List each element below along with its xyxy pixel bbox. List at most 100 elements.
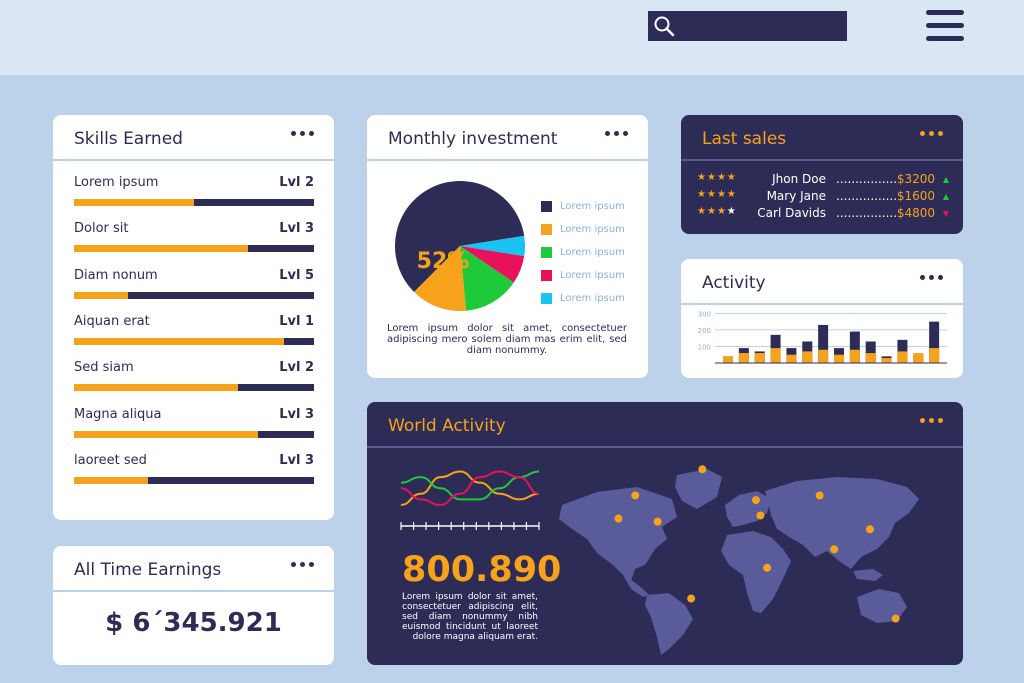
map-marker[interactable] bbox=[756, 511, 765, 520]
skill-progress-track bbox=[74, 245, 314, 253]
map-marker[interactable] bbox=[614, 514, 623, 523]
bar-series-2 bbox=[786, 354, 797, 363]
australia-shape bbox=[857, 589, 907, 623]
sale-name: Carl Davids bbox=[757, 206, 826, 220]
search-icon[interactable] bbox=[653, 15, 675, 37]
star-icon: ★ bbox=[697, 206, 707, 217]
sale-dots: ................... bbox=[836, 206, 896, 220]
skill-row: Sed siam Lvl 2 bbox=[74, 360, 314, 400]
star-icon: ★ bbox=[726, 206, 737, 217]
skill-progress-fill bbox=[74, 245, 248, 253]
bar-series-2 bbox=[865, 353, 876, 363]
skill-progress-track bbox=[74, 337, 314, 345]
sale-name: Mary Jane bbox=[766, 189, 826, 203]
bar-series-2 bbox=[929, 348, 940, 363]
star-icon: ★ bbox=[697, 189, 707, 200]
skill-row: Aiquan erat Lvl 1 bbox=[74, 314, 314, 354]
skill-progress-track bbox=[74, 430, 314, 438]
earnings-more-icon[interactable] bbox=[291, 562, 314, 567]
activity-more-icon[interactable] bbox=[920, 275, 943, 280]
sale-row[interactable]: ★★★★Mary Jane...................$1600▲ bbox=[697, 189, 949, 205]
legend-label: Lorem ipsum bbox=[560, 292, 625, 304]
sale-dots: ................... bbox=[836, 172, 896, 186]
sale-row[interactable]: ★★★★Carl Davids...................$4800▼ bbox=[697, 206, 949, 222]
pie-legend-item: Lorem ipsum bbox=[541, 245, 625, 259]
world-line-chart bbox=[400, 470, 540, 530]
activity-card-header: Activity bbox=[681, 259, 963, 305]
bar-series-2 bbox=[913, 353, 924, 363]
sale-amount: $4800 bbox=[896, 206, 935, 220]
investment-title: Monthly investment bbox=[388, 129, 558, 149]
pie-legend-item: Lorem ipsum bbox=[541, 199, 625, 213]
trend-down-icon: ▼ bbox=[942, 209, 949, 218]
skill-name: Sed siam bbox=[74, 360, 134, 376]
bar-series-1 bbox=[929, 321, 940, 363]
legend-swatch bbox=[541, 269, 552, 281]
pie-slice bbox=[460, 246, 525, 283]
world-more-icon[interactable] bbox=[920, 418, 943, 423]
pie-legend-item: Lorem ipsum bbox=[541, 291, 625, 305]
search-bar[interactable] bbox=[648, 11, 847, 41]
bar-series-2 bbox=[723, 356, 733, 363]
map-marker[interactable] bbox=[815, 491, 824, 500]
investment-description: Lorem ipsum dolor sit amet, consectetuer… bbox=[387, 323, 627, 356]
skill-progress-track bbox=[74, 384, 314, 392]
earnings-card: All Time Earnings $ 6´345.921 bbox=[53, 546, 334, 665]
legend-swatch bbox=[541, 292, 552, 304]
bar-series-1 bbox=[897, 339, 908, 363]
map-marker[interactable] bbox=[763, 563, 772, 572]
line-series bbox=[400, 470, 540, 506]
star-icon: ★ bbox=[726, 172, 737, 183]
map-marker[interactable] bbox=[830, 545, 839, 554]
investment-more-icon[interactable] bbox=[605, 131, 628, 136]
bar-series-2 bbox=[834, 354, 844, 363]
skill-progress-fill bbox=[74, 291, 128, 299]
map-marker[interactable] bbox=[698, 465, 707, 474]
skill-level: Lvl 3 bbox=[279, 406, 314, 422]
pie-legend-item: Lorem ipsum bbox=[541, 222, 625, 236]
bar-series-2 bbox=[881, 358, 892, 363]
map-marker[interactable] bbox=[751, 496, 760, 505]
legend-label: Lorem ipsum bbox=[560, 269, 625, 281]
y-tick-label: 200 bbox=[698, 327, 711, 335]
bar-series-2 bbox=[738, 353, 749, 363]
sale-amount: $3200 bbox=[896, 172, 935, 186]
world-description: Lorem ipsum dolor sit amet, consectetuer… bbox=[402, 592, 538, 642]
top-bar bbox=[0, 0, 1024, 75]
map-markers bbox=[614, 465, 900, 623]
map-marker[interactable] bbox=[891, 614, 900, 623]
central-america-shape bbox=[623, 575, 649, 597]
skill-row: Lorem ipsum Lvl 2 bbox=[74, 175, 314, 215]
sale-row[interactable]: ★★★★Jhon Doe...................$3200▲ bbox=[697, 172, 949, 188]
pie-legend-item: Lorem ipsum bbox=[541, 268, 625, 282]
skill-level: Lvl 1 bbox=[279, 313, 314, 329]
activity-bar-chart: 100 200 300 bbox=[698, 310, 947, 364]
activity-title: Activity bbox=[702, 273, 766, 293]
skills-card-header: Skills Earned bbox=[53, 115, 334, 161]
map-marker[interactable] bbox=[631, 491, 640, 500]
skill-level: Lvl 5 bbox=[279, 267, 314, 283]
skill-name: Magna aliqua bbox=[74, 406, 162, 422]
skill-progress-track bbox=[74, 291, 314, 299]
bar-series-2 bbox=[754, 353, 765, 363]
hamburger-icon[interactable] bbox=[926, 10, 964, 42]
skills-more-icon[interactable] bbox=[291, 131, 314, 136]
skill-level: Lvl 3 bbox=[279, 221, 314, 237]
skill-name: Lorem ipsum bbox=[74, 175, 159, 190]
activity-card: Activity 100 200 300 bbox=[681, 259, 963, 378]
star-icon: ★ bbox=[726, 189, 737, 200]
world-card: World Activity 800.890 Lorem ipsum dolor… bbox=[367, 402, 963, 665]
skill-name: Aiquan erat bbox=[74, 313, 150, 329]
skill-name: laoreet sed bbox=[74, 452, 147, 468]
legend-label: Lorem ipsum bbox=[560, 200, 625, 212]
map-marker[interactable] bbox=[653, 517, 662, 526]
map-marker[interactable] bbox=[687, 594, 696, 603]
skill-progress-fill bbox=[74, 476, 148, 484]
pie-slice bbox=[460, 246, 514, 311]
world-card-header: World Activity bbox=[367, 402, 963, 448]
map-marker[interactable] bbox=[865, 525, 874, 534]
trend-up-icon: ▲ bbox=[942, 192, 949, 201]
sale-rating: ★★★★ bbox=[697, 189, 737, 200]
line-series bbox=[400, 470, 540, 506]
sales-more-icon[interactable] bbox=[920, 131, 943, 136]
